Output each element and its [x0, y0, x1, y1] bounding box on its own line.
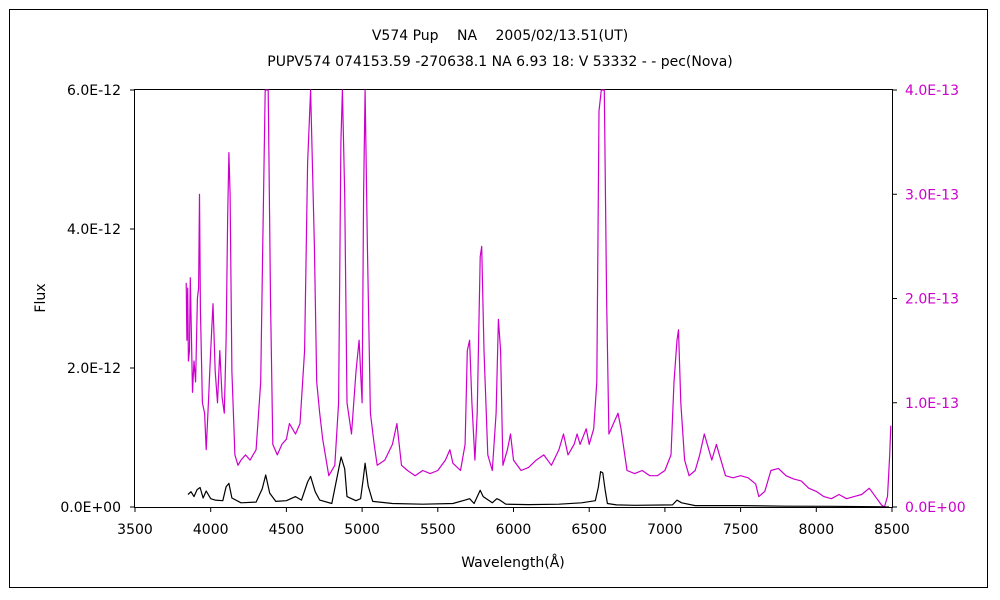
x-tick-label: 6000 [496, 522, 532, 538]
x-tick-label: 8000 [798, 522, 834, 538]
y-right-tick-label: 0.0E+00 [905, 500, 966, 516]
x-tick-label: 8500 [874, 522, 910, 538]
x-tick-label: 5500 [420, 522, 456, 538]
y-right-tick-label: 3.0E-13 [905, 187, 959, 203]
chart-title: V574 Pup NA 2005/02/13.51(UT) [372, 28, 628, 44]
x-tick-label: 4500 [269, 522, 305, 538]
series-line-right-axis [185, 89, 892, 508]
chart-subtitle: PUPV574 074153.59 -270638.1 NA 6.93 18: … [267, 54, 733, 70]
y-left-tick-label: 0.0E+00 [60, 500, 121, 516]
series-layer [185, 89, 892, 508]
y-right-tick-label: 1.0E-13 [905, 396, 959, 412]
series-line-left-axis [187, 456, 890, 508]
y-left-tick-label: 6.0E-12 [67, 83, 121, 99]
x-tick-label: 5000 [344, 522, 380, 538]
y-left-tick-label: 4.0E-12 [67, 222, 121, 238]
chart-frame [9, 9, 988, 588]
y-axis-label: Flux [33, 283, 49, 312]
x-tick-label: 6500 [571, 522, 607, 538]
x-tick-label: 7000 [647, 522, 683, 538]
y-right-tick-label: 4.0E-13 [905, 83, 959, 99]
y-right-tick-label: 2.0E-13 [905, 292, 959, 308]
ticks-layer: 3500 4000 4500 5000 5500 6000 6500 7000 7500 8000… [60, 83, 965, 538]
x-tick-label: 7500 [723, 522, 759, 538]
x-axis-label: Wavelength(Å) [461, 554, 565, 571]
x-tick-label: 4000 [193, 522, 229, 538]
x-tick-label: 3500 [117, 522, 153, 538]
plot-area [134, 89, 893, 508]
y-left-tick-label: 2.0E-12 [67, 361, 121, 377]
